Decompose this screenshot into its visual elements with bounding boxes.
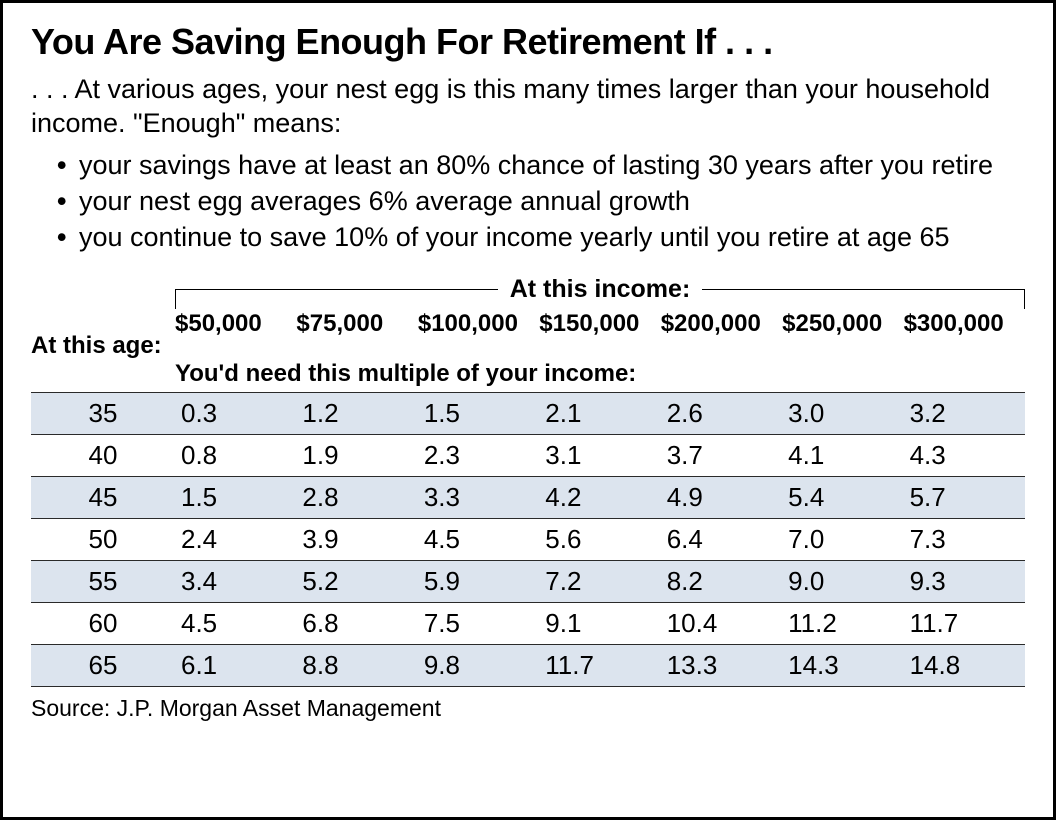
value-cell: 8.2 <box>661 560 782 602</box>
value-cell: 5.7 <box>904 476 1025 518</box>
subtitle-text: . . . At various ages, your nest egg is … <box>31 73 1025 141</box>
age-cell: 60 <box>31 602 175 644</box>
age-cell: 40 <box>31 434 175 476</box>
infographic-frame: You Are Saving Enough For Retirement If … <box>0 0 1056 820</box>
value-cell: 13.3 <box>661 644 782 687</box>
value-cell: 3.4 <box>175 560 296 602</box>
value-cell: 7.2 <box>539 560 660 602</box>
value-cell: 5.6 <box>539 518 660 560</box>
value-cell: 9.0 <box>782 560 903 602</box>
value-cell: 3.9 <box>296 518 417 560</box>
value-cell: 4.1 <box>782 434 903 476</box>
value-cell: 1.5 <box>418 392 539 434</box>
value-cell: 4.5 <box>418 518 539 560</box>
value-cell: 5.2 <box>296 560 417 602</box>
value-cell: 5.4 <box>782 476 903 518</box>
value-cell: 0.8 <box>175 434 296 476</box>
age-header: At this age: <box>31 304 175 360</box>
value-cell: 2.4 <box>175 518 296 560</box>
value-cell: 11.7 <box>539 644 660 687</box>
value-cell: 7.0 <box>782 518 903 560</box>
value-cell: 7.5 <box>418 602 539 644</box>
col-header: $250,000 <box>782 304 903 360</box>
criteria-item: you continue to save 10% of your income … <box>79 219 1025 255</box>
age-cell: 50 <box>31 518 175 560</box>
value-cell: 11.7 <box>904 602 1025 644</box>
value-cell: 1.9 <box>296 434 417 476</box>
table-subheader: You'd need this multiple of your income: <box>175 360 1025 392</box>
value-cell: 2.3 <box>418 434 539 476</box>
age-cell: 65 <box>31 644 175 687</box>
value-cell: 11.2 <box>782 602 903 644</box>
value-cell: 3.3 <box>418 476 539 518</box>
value-cell: 10.4 <box>661 602 782 644</box>
value-cell: 14.3 <box>782 644 903 687</box>
income-header-row: At this income: <box>31 274 1025 304</box>
value-cell: 14.8 <box>904 644 1025 687</box>
table-grid: At this age: $50,000 $75,000 $100,000 $1… <box>31 304 1025 687</box>
value-cell: 3.0 <box>782 392 903 434</box>
value-cell: 1.5 <box>175 476 296 518</box>
age-cell: 55 <box>31 560 175 602</box>
value-cell: 8.8 <box>296 644 417 687</box>
value-cell: 9.3 <box>904 560 1025 602</box>
value-cell: 2.8 <box>296 476 417 518</box>
page-title: You Are Saving Enough For Retirement If … <box>31 21 1025 63</box>
value-cell: 6.1 <box>175 644 296 687</box>
value-cell: 7.3 <box>904 518 1025 560</box>
age-cell: 45 <box>31 476 175 518</box>
value-cell: 3.1 <box>539 434 660 476</box>
value-cell: 9.8 <box>418 644 539 687</box>
income-bracket-label: At this income: <box>175 274 1025 304</box>
value-cell: 0.3 <box>175 392 296 434</box>
value-cell: 2.6 <box>661 392 782 434</box>
age-cell: 35 <box>31 392 175 434</box>
col-header: $75,000 <box>296 304 417 360</box>
col-header: $100,000 <box>418 304 539 360</box>
savings-table: At this income: At this age: $50,000 $75… <box>31 274 1025 687</box>
value-cell: 6.4 <box>661 518 782 560</box>
value-cell: 2.1 <box>539 392 660 434</box>
col-header: $150,000 <box>539 304 660 360</box>
col-header: $300,000 <box>904 304 1025 360</box>
col-header: $200,000 <box>661 304 782 360</box>
col-header: $50,000 <box>175 304 296 360</box>
value-cell: 4.9 <box>661 476 782 518</box>
source-attribution: Source: J.P. Morgan Asset Management <box>31 695 1025 722</box>
income-header-text: At this income: <box>510 275 691 303</box>
value-cell: 6.8 <box>296 602 417 644</box>
criteria-item: your nest egg averages 6% average annual… <box>79 183 1025 219</box>
value-cell: 5.9 <box>418 560 539 602</box>
value-cell: 4.5 <box>175 602 296 644</box>
value-cell: 4.2 <box>539 476 660 518</box>
criteria-item: your savings have at least an 80% chance… <box>79 147 1025 183</box>
value-cell: 4.3 <box>904 434 1025 476</box>
value-cell: 3.7 <box>661 434 782 476</box>
criteria-list: your savings have at least an 80% chance… <box>31 147 1025 256</box>
value-cell: 1.2 <box>296 392 417 434</box>
value-cell: 9.1 <box>539 602 660 644</box>
value-cell: 3.2 <box>904 392 1025 434</box>
